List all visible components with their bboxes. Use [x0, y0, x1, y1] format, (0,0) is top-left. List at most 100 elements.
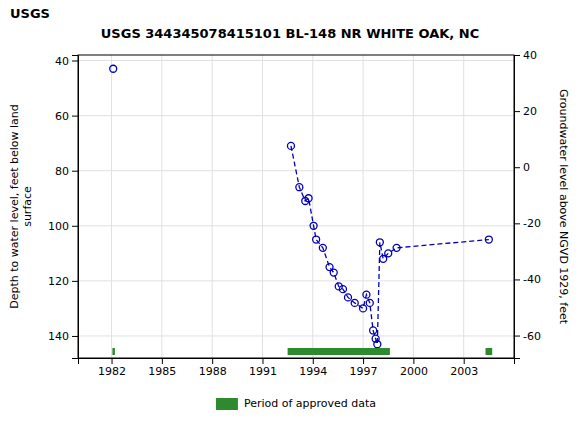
y-axis-tick-mark [72, 61, 78, 62]
x-axis-tick-label: 1988 [199, 365, 227, 378]
chart-title: USGS 344345078415101 BL-148 NR WHITE OAK… [101, 26, 479, 41]
y-axis-tick-label: 80 [55, 165, 69, 178]
series-marker [376, 239, 383, 246]
x-axis-domain [79, 359, 515, 365]
x-axis-tick: 1997 [350, 358, 378, 378]
x-axis-tick: 2000 [400, 358, 428, 378]
y-axis-label: Depth to water level, feet below landsur… [8, 104, 34, 309]
legend-label: Period of approved data [244, 397, 376, 410]
data-layer [110, 65, 493, 355]
grid-line-y [78, 335, 514, 336]
x-axis-tick-label: 1997 [350, 365, 378, 378]
y2-axis-tick-mark [514, 223, 520, 224]
x-axis-tick-label: 1985 [148, 365, 176, 378]
grid-line-x [413, 55, 414, 358]
y-axis: 406080100120140 [48, 55, 79, 359]
y-axis-tick-mark [72, 116, 78, 117]
y2-axis-domain [515, 56, 521, 359]
series-marker [393, 244, 400, 251]
x-axis-tick-mark [262, 358, 263, 364]
grid-line-x [212, 55, 213, 358]
grid-line-y [78, 280, 514, 281]
y-axis-tick: 120 [48, 275, 78, 288]
grid-line-y [78, 225, 514, 226]
x-axis-tick: 1994 [299, 358, 327, 378]
series-line [291, 146, 489, 344]
y-axis-tick-label: 100 [48, 220, 69, 233]
legend-item: Period of approved data [216, 397, 376, 410]
grid-line-x [111, 55, 112, 358]
series-marker [339, 286, 346, 293]
grid-line-x [262, 55, 263, 358]
y2-axis-tick-mark [514, 279, 520, 280]
x-axis-tick: 2003 [450, 358, 478, 378]
series-marker [110, 65, 117, 72]
y-axis-domain [72, 56, 79, 359]
y-axis-label-line: surface [21, 186, 34, 227]
y-axis-label-line: Depth to water level, feet below land [8, 104, 21, 309]
plot-frame [78, 55, 514, 358]
x-axis-tick-label: 1994 [299, 365, 327, 378]
y2-axis-tick: 20 [514, 105, 537, 118]
y-axis-tick: 140 [48, 330, 78, 343]
x-axis-tick-label: 1991 [249, 365, 277, 378]
x-axis-tick: 1982 [98, 358, 126, 378]
grid-line-y [78, 60, 514, 61]
series-marker [344, 294, 351, 301]
y2-axis-tick-mark [514, 111, 520, 112]
x-axis-tick-label: 2000 [400, 365, 428, 378]
y-axis-tick-mark [72, 171, 78, 172]
grid-line-x [463, 55, 464, 358]
y-axis-tick-mark [72, 281, 78, 282]
y2-axis-label: Groundwater level above NGVD 1929, feet [557, 89, 570, 325]
y2-axis-tick-label: -60 [523, 330, 541, 343]
series-marker [319, 244, 326, 251]
chart-svg: USGSUSGS 344345078415101 BL-148 NR WHITE… [0, 0, 580, 430]
y2-axis-tick: 40 [514, 49, 537, 62]
y2-axis-tick-mark [514, 167, 520, 168]
y2-axis-tick-label: 40 [523, 49, 537, 62]
y2-axis-tick-label: 20 [523, 105, 537, 118]
legend: Period of approved data [216, 397, 376, 410]
grid-line-x [161, 55, 162, 358]
y-axis-tick: 60 [55, 110, 78, 123]
x-axis-tick-mark [212, 358, 213, 364]
x-axis-tick-mark [162, 358, 163, 364]
series-marker [385, 250, 392, 257]
y2-axis-tick: -40 [514, 273, 541, 286]
series-marker [310, 222, 317, 229]
y2-axis-tick: -20 [514, 217, 541, 230]
series-marker [296, 184, 303, 191]
x-axis-tick-mark [413, 358, 414, 364]
x-axis-tick-label: 1982 [98, 365, 126, 378]
y-axis-tick-mark [72, 336, 78, 337]
x-axis-tick-mark [363, 358, 364, 364]
y2-axis-tick-label: 0 [523, 161, 530, 174]
x-axis-tick: 1985 [148, 358, 176, 378]
series-marker [366, 299, 373, 306]
y2-axis-tick-mark [514, 336, 520, 337]
series-marker [374, 341, 381, 348]
approved-period [485, 348, 492, 355]
grid [78, 55, 514, 358]
y2-axis-tick-label: -40 [523, 273, 541, 286]
y2-axis: 40 20 0 -20 -40 -60 [514, 49, 541, 358]
x-axis-tick: 1988 [199, 358, 227, 378]
y-axis-tick-mark [72, 226, 78, 227]
approved-period [112, 348, 115, 355]
y-axis-tick-label: 120 [48, 275, 69, 288]
x-axis: 1982 1985 1988 1991 1994 1997 2000 2003 [79, 358, 515, 378]
series-marker [351, 299, 358, 306]
x-axis-tick: 1991 [249, 358, 277, 378]
x-axis-tick-mark [112, 358, 113, 364]
y2-axis-tick-mark [514, 55, 520, 56]
grid-line-x [312, 55, 313, 358]
y-axis-tick-label: 140 [48, 330, 69, 343]
x-axis-tick-mark [313, 358, 314, 364]
approved-period [288, 348, 390, 355]
x-axis-tick-label: 2003 [450, 365, 478, 378]
y-axis-tick: 80 [55, 165, 78, 178]
y2-axis-tick: 0 [514, 161, 530, 174]
series-marker [330, 269, 337, 276]
series-marker [313, 236, 320, 243]
